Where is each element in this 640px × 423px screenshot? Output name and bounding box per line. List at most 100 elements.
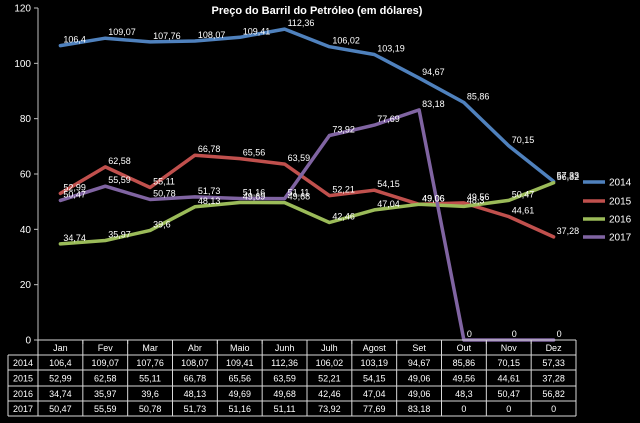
data-label-2014: 106,02 (332, 36, 360, 46)
data-label-2016: 48,3 (467, 195, 485, 205)
data-label-2016: 49,68 (288, 192, 311, 202)
table-cell: 103,19 (360, 358, 388, 368)
table-cell: 51,73 (184, 404, 207, 414)
y-tick-label: 120 (14, 4, 31, 15)
table-cell: 49,69 (228, 389, 251, 399)
table-cell: 107,76 (136, 358, 164, 368)
table-row-header: 2015 (13, 374, 33, 384)
data-label-2016: 42,46 (332, 212, 355, 222)
table-cell: 109,07 (91, 358, 119, 368)
table-header-cell: Nov (501, 343, 518, 353)
data-label-2014: 94,67 (422, 67, 445, 77)
data-label-2015: 49,56 (467, 192, 490, 202)
table-cell: 55,59 (94, 404, 117, 414)
table-cell: 50,47 (49, 404, 72, 414)
table-cell: 48,3 (455, 389, 473, 399)
table-cell: 62,58 (94, 374, 117, 384)
data-label-2017: 50,47 (63, 189, 86, 199)
table-cell: 49,06 (408, 389, 431, 399)
data-label-2016: 39,6 (153, 219, 171, 229)
table-cell: 50,78 (139, 404, 162, 414)
table-cell: 35,97 (94, 389, 117, 399)
data-label-2016: 35,97 (108, 229, 131, 239)
table-cell: 108,07 (181, 358, 209, 368)
series-line-2017 (58, 108, 556, 342)
data-label-2014: 108,07 (198, 30, 226, 40)
table-header-cell: Junh (275, 343, 295, 353)
table-cell: 63,59 (273, 374, 296, 384)
legend-label-2014: 2014 (609, 178, 632, 189)
table-cell: 49,56 (453, 374, 476, 384)
y-tick-label: 20 (20, 280, 32, 291)
table-cell: 51,16 (228, 404, 251, 414)
table-cell: 52,21 (318, 374, 341, 384)
table-cell: 44,61 (497, 374, 520, 384)
table-cell: 0 (506, 404, 511, 414)
table-row-header: 2014 (13, 358, 33, 368)
data-label-2017: 0 (512, 329, 517, 339)
legend-label-2016: 2016 (609, 215, 632, 226)
data-label-2014: 112,36 (288, 18, 315, 28)
data-label-2017: 83,18 (422, 99, 445, 109)
chart-title: Preço do Barril do Petróleo (em dólares) (212, 5, 423, 17)
data-label-2014: 57,33 (557, 170, 580, 180)
table-header-cell: Julh (321, 343, 338, 353)
data-label-2014: 109,41 (243, 26, 271, 36)
data-label-2014: 103,19 (377, 44, 405, 54)
table-header-cell: Dez (546, 343, 563, 353)
data-label-2015: 52,99 (63, 182, 86, 192)
table-cell: 109,41 (226, 358, 254, 368)
table-cell: 66,78 (184, 374, 207, 384)
table-cell: 56,82 (542, 389, 565, 399)
table-cell: 37,28 (542, 374, 565, 384)
table-row-header: 2016 (13, 389, 33, 399)
table-header-cell: Maio (230, 343, 250, 353)
data-label-2017: 77,69 (377, 114, 400, 124)
data-label-2014: 106,4 (63, 35, 86, 45)
table-cell: 49,68 (273, 389, 296, 399)
series-line-2014 (58, 27, 556, 184)
data-label-2015: 62,58 (108, 156, 131, 166)
data-label-2015: 52,21 (332, 185, 355, 195)
table-cell: 52,99 (49, 374, 72, 384)
table-cell: 49,06 (408, 374, 431, 384)
y-tick-label: 100 (14, 59, 31, 70)
data-label-2014: 85,86 (467, 91, 490, 101)
y-tick-label: 80 (20, 114, 32, 125)
table-cell: 54,15 (363, 374, 386, 384)
data-label-2015: 63,59 (288, 153, 311, 163)
data-label-2015: 37,28 (557, 226, 580, 236)
data-label-2015: 65,56 (243, 148, 266, 158)
table-header-cell: Set (412, 343, 426, 353)
series-line-2016 (58, 181, 556, 246)
data-label-2017: 0 (557, 329, 562, 339)
data-label-2014: 109,07 (108, 27, 136, 37)
data-label-2014: 70,15 (512, 135, 535, 145)
data-label-2015: 55,11 (153, 177, 175, 187)
legend-label-2015: 2015 (609, 197, 632, 208)
table-cell: 0 (461, 404, 466, 414)
data-label-2016: 56,82 (557, 172, 580, 182)
table-cell: 47,04 (363, 389, 386, 399)
y-tick-label: 40 (20, 225, 32, 236)
data-label-2017: 51,11 (288, 188, 310, 198)
table-row-header: 2017 (13, 404, 33, 414)
data-label-2015: 44,61 (512, 206, 535, 216)
table-cell: 94,67 (408, 358, 431, 368)
data-label-2015: 66,78 (198, 144, 221, 154)
table-cell: 65,56 (228, 374, 251, 384)
legend-label-2017: 2017 (609, 233, 632, 244)
table-cell: 57,33 (542, 358, 565, 368)
table-cell: 70,15 (497, 358, 520, 368)
data-label-2016: 49,06 (422, 193, 445, 203)
table-cell: 48,13 (184, 389, 207, 399)
table-header-cell: Out (457, 343, 472, 353)
y-tick-label: 0 (25, 336, 31, 347)
table-cell: 42,46 (318, 389, 341, 399)
table-cell: 39,6 (141, 389, 159, 399)
data-label-2016: 49,69 (243, 192, 266, 202)
table-cell: 106,4 (49, 358, 72, 368)
table-cell: 77,69 (363, 404, 386, 414)
data-label-2017: 51,73 (198, 186, 221, 196)
